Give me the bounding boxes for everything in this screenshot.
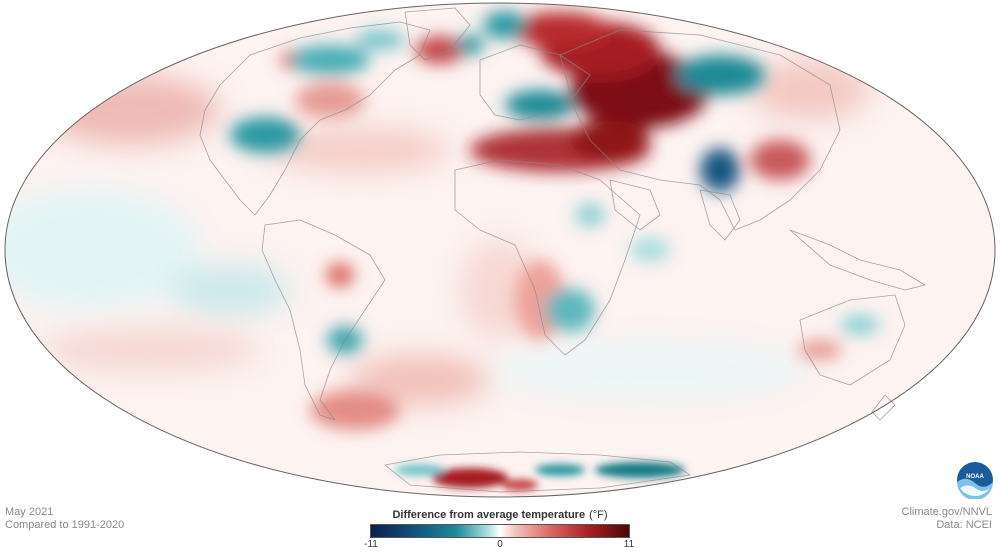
legend-color-bar [370,524,630,538]
legend-title-text: Difference from average temperature [392,509,586,521]
map-baseline: Compared to 1991-2020 [5,519,125,531]
map-meta: May 2021 Compared to 1991-2020 [5,506,124,532]
data-source: Data: NCEI [936,519,992,531]
map-date: May 2021 [5,506,54,518]
noaa-logo-icon: NOAA [957,462,993,499]
map-credits: Climate.gov/NNVL Data: NCEI [902,506,992,532]
source-site-link[interactable]: Climate.gov/NNVL [901,506,992,518]
legend-unit: (°F) [589,509,608,521]
legend-ticks: -11 0 11 [364,538,634,550]
world-temperature-map [4,2,996,498]
legend-title: Difference from average temperature (°F) [360,508,640,522]
legend-tick-max: 11 [623,539,635,550]
legend-tick-min: -11 [364,539,378,550]
legend-tick-mid: 0 [497,539,503,550]
globe-outline [4,2,996,498]
noaa-logo-text: NOAA [966,474,984,480]
color-legend: Difference from average temperature (°F) … [360,508,640,550]
coastline-outlines [199,7,926,493]
